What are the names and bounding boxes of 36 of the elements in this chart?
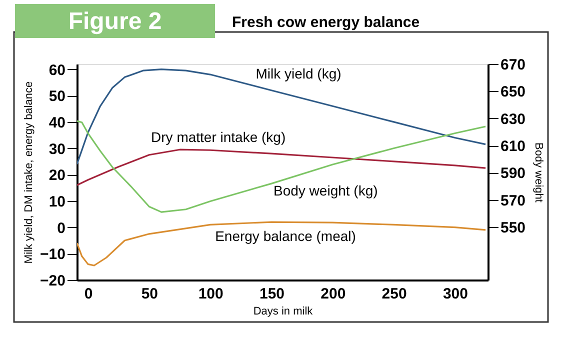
y-tick-label: 30 xyxy=(48,140,66,158)
y-tick-label: 50 xyxy=(48,88,66,106)
y2-tick-label: 550 xyxy=(500,220,526,237)
y-axis-title: Milk yield, DM intake, energy balance xyxy=(23,81,36,264)
series-label: Body weight (kg) xyxy=(274,182,378,199)
x-tick-label: 250 xyxy=(382,286,407,302)
y2-tick-label: 570 xyxy=(500,192,526,210)
y-tick-label: −20 xyxy=(40,272,66,290)
series-label: Dry matter intake (kg) xyxy=(151,129,286,146)
y2-tick-label: 670 xyxy=(500,56,526,74)
y-tick-label: 10 xyxy=(48,193,66,210)
line-series xyxy=(77,120,486,213)
x-tick-label: 200 xyxy=(320,286,346,302)
x-axis-title: Days in milk xyxy=(253,306,314,318)
x-tick-label: 0 xyxy=(84,286,93,302)
y-tick-label: 0 xyxy=(57,220,66,237)
y-tick-label: 40 xyxy=(48,114,66,132)
series-label: Energy balance (meal) xyxy=(215,228,356,244)
y-tick-label: 20 xyxy=(48,167,66,184)
series-label: Milk yield (kg) xyxy=(256,65,342,82)
y2-tick-label: 650 xyxy=(500,84,526,101)
y2-axis-title: Body weight xyxy=(532,142,545,202)
x-tick-label: 50 xyxy=(141,286,158,302)
y2-tick-label: 630 xyxy=(500,110,526,128)
y-tick-label: 60 xyxy=(48,62,66,79)
y2-tick-label: 590 xyxy=(500,165,526,182)
x-tick-label: 150 xyxy=(259,286,285,302)
line-series xyxy=(77,221,486,266)
chart-subtitle: Fresh cow energy balance xyxy=(232,14,420,31)
x-tick-label: 300 xyxy=(442,286,468,302)
line-series xyxy=(77,68,486,165)
line-series xyxy=(77,148,486,186)
chart-title: Figure 2 xyxy=(68,8,162,35)
y-tick-label: −10 xyxy=(40,246,66,264)
y2-tick-label: 610 xyxy=(500,138,526,156)
x-tick-label: 100 xyxy=(198,286,224,302)
